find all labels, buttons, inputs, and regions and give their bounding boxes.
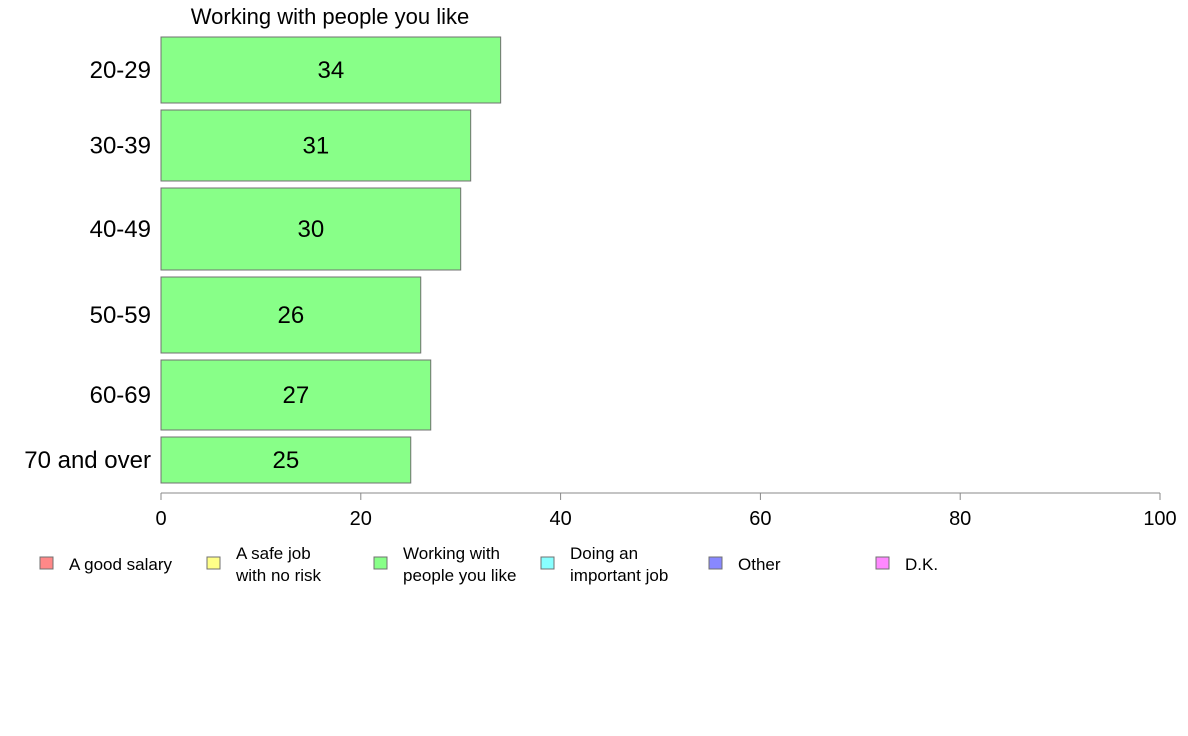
x-axis: 0 20 40 60 80 100 — [155, 492, 1177, 530]
bar-70-and-over — [160, 436, 412, 484]
chart-title: Working with people you like — [191, 4, 469, 29]
legend-label: people you like — [403, 566, 516, 585]
legend-label: Doing an — [570, 544, 638, 563]
bar-30-39 — [160, 109, 472, 182]
category-label: 30-39 — [90, 133, 151, 160]
category-labels: 20-29 30-39 40-49 50-59 60-69 70 and over — [24, 57, 151, 474]
legend-item: Working with people you like — [373, 544, 516, 585]
bar-value-label: 31 — [302, 133, 329, 160]
legend-item: A good salary — [39, 555, 173, 574]
category-label: 60-69 — [90, 382, 151, 409]
x-tick-label: 40 — [549, 508, 571, 530]
bar-50-59 — [160, 276, 422, 354]
category-label: 20-29 — [90, 57, 151, 84]
bar-value-label: 30 — [297, 216, 324, 243]
legend-swatch — [206, 556, 221, 570]
legend-swatch — [540, 556, 555, 570]
legend-item: Doing an important job — [540, 544, 668, 585]
legend-label: important job — [570, 566, 668, 585]
x-tick-label: 0 — [155, 508, 166, 530]
legend-item: D.K. — [875, 555, 938, 574]
x-tick-label: 100 — [1143, 508, 1176, 530]
legend-swatch — [875, 556, 890, 570]
legend: A good salary A safe job with no risk Worki… — [39, 544, 938, 585]
legend-label: A good salary — [69, 555, 173, 574]
category-label: 40-49 — [90, 216, 151, 243]
legend-swatch — [708, 556, 723, 570]
bars-group — [160, 36, 502, 484]
legend-item: A safe job with no risk — [206, 544, 322, 585]
legend-label: with no risk — [235, 566, 322, 585]
bar-60-69 — [160, 359, 432, 431]
x-tick-label: 60 — [749, 508, 771, 530]
legend-label: D.K. — [905, 555, 938, 574]
bar-20-29 — [160, 36, 502, 104]
x-tick-label: 80 — [949, 508, 971, 530]
category-label: 70 and over — [24, 447, 151, 474]
legend-swatch — [39, 556, 54, 570]
bar-40-49 — [160, 187, 462, 271]
category-label: 50-59 — [90, 302, 151, 329]
bar-value-labels: 34 31 30 26 27 25 — [273, 57, 345, 474]
legend-item: Other — [708, 555, 781, 574]
bar-value-label: 34 — [317, 57, 344, 84]
bar-value-label: 26 — [278, 302, 305, 329]
x-tick-label: 20 — [350, 508, 372, 530]
bar-value-label: 25 — [273, 447, 300, 474]
legend-label: A safe job — [236, 544, 311, 563]
legend-label: Other — [738, 555, 781, 574]
bar-value-label: 27 — [283, 382, 310, 409]
legend-label: Working with — [403, 544, 500, 563]
legend-swatch — [373, 556, 388, 570]
